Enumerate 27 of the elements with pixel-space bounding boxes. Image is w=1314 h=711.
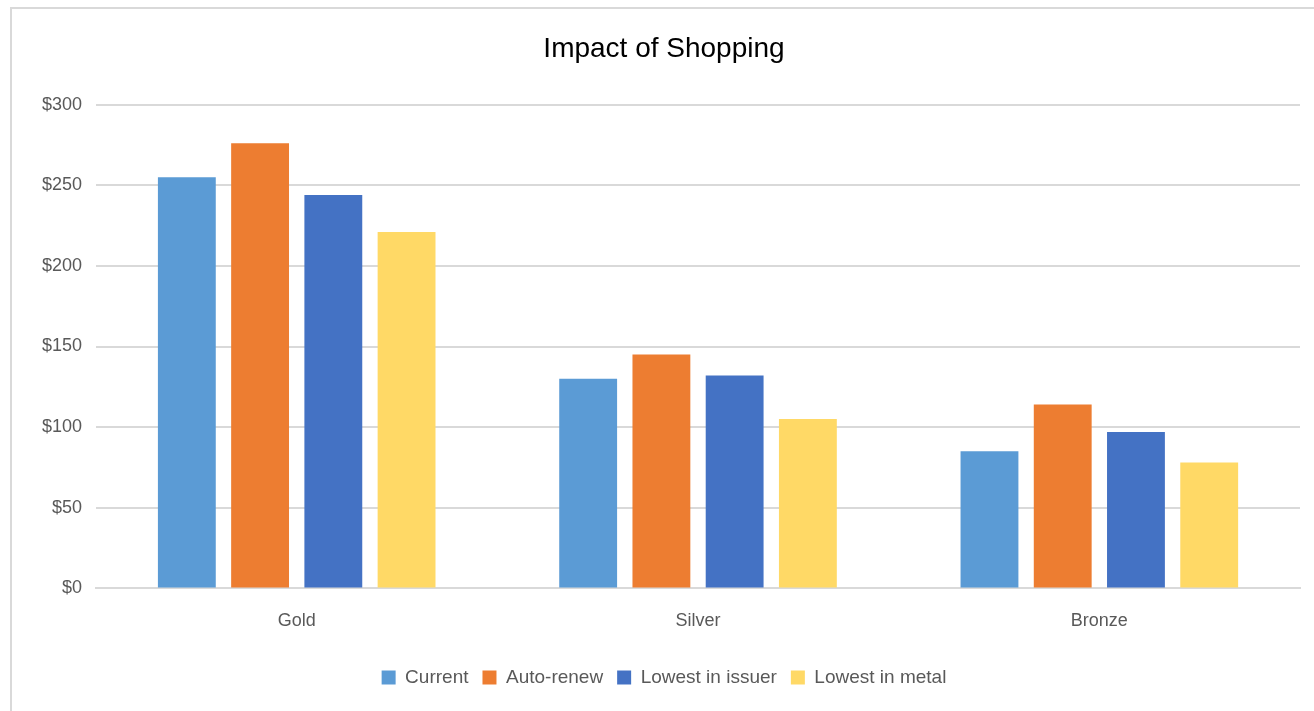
legend-label: Lowest in metal (814, 665, 947, 687)
bar (632, 354, 691, 588)
bar (304, 194, 363, 588)
x-tick-label: Bronze (1070, 610, 1128, 631)
bar (705, 375, 764, 588)
legend-label: Lowest in issuer (640, 665, 778, 687)
bar (559, 378, 618, 588)
x-tick-label: Silver (675, 610, 721, 631)
y-tick-label: $0 (62, 577, 83, 598)
x-tick-label: Gold (277, 610, 316, 631)
y-tick-label: $50 (52, 496, 83, 517)
bar (1180, 462, 1239, 588)
bar (377, 232, 436, 588)
y-tick-label: $100 (42, 416, 83, 437)
bar (960, 451, 1019, 588)
legend-label: Current (405, 665, 470, 687)
y-tick-label: $250 (42, 174, 83, 195)
bar (231, 143, 290, 588)
bar (778, 419, 837, 588)
bar (1033, 404, 1092, 588)
bar (157, 177, 216, 588)
legend-label: Auto-renew (505, 665, 604, 687)
y-tick-label: $150 (42, 335, 83, 356)
y-tick-label: $300 (42, 93, 83, 114)
bar (1107, 431, 1165, 588)
y-tick-label: $200 (42, 254, 83, 275)
chart-title: Impact of Shopping (543, 31, 785, 63)
